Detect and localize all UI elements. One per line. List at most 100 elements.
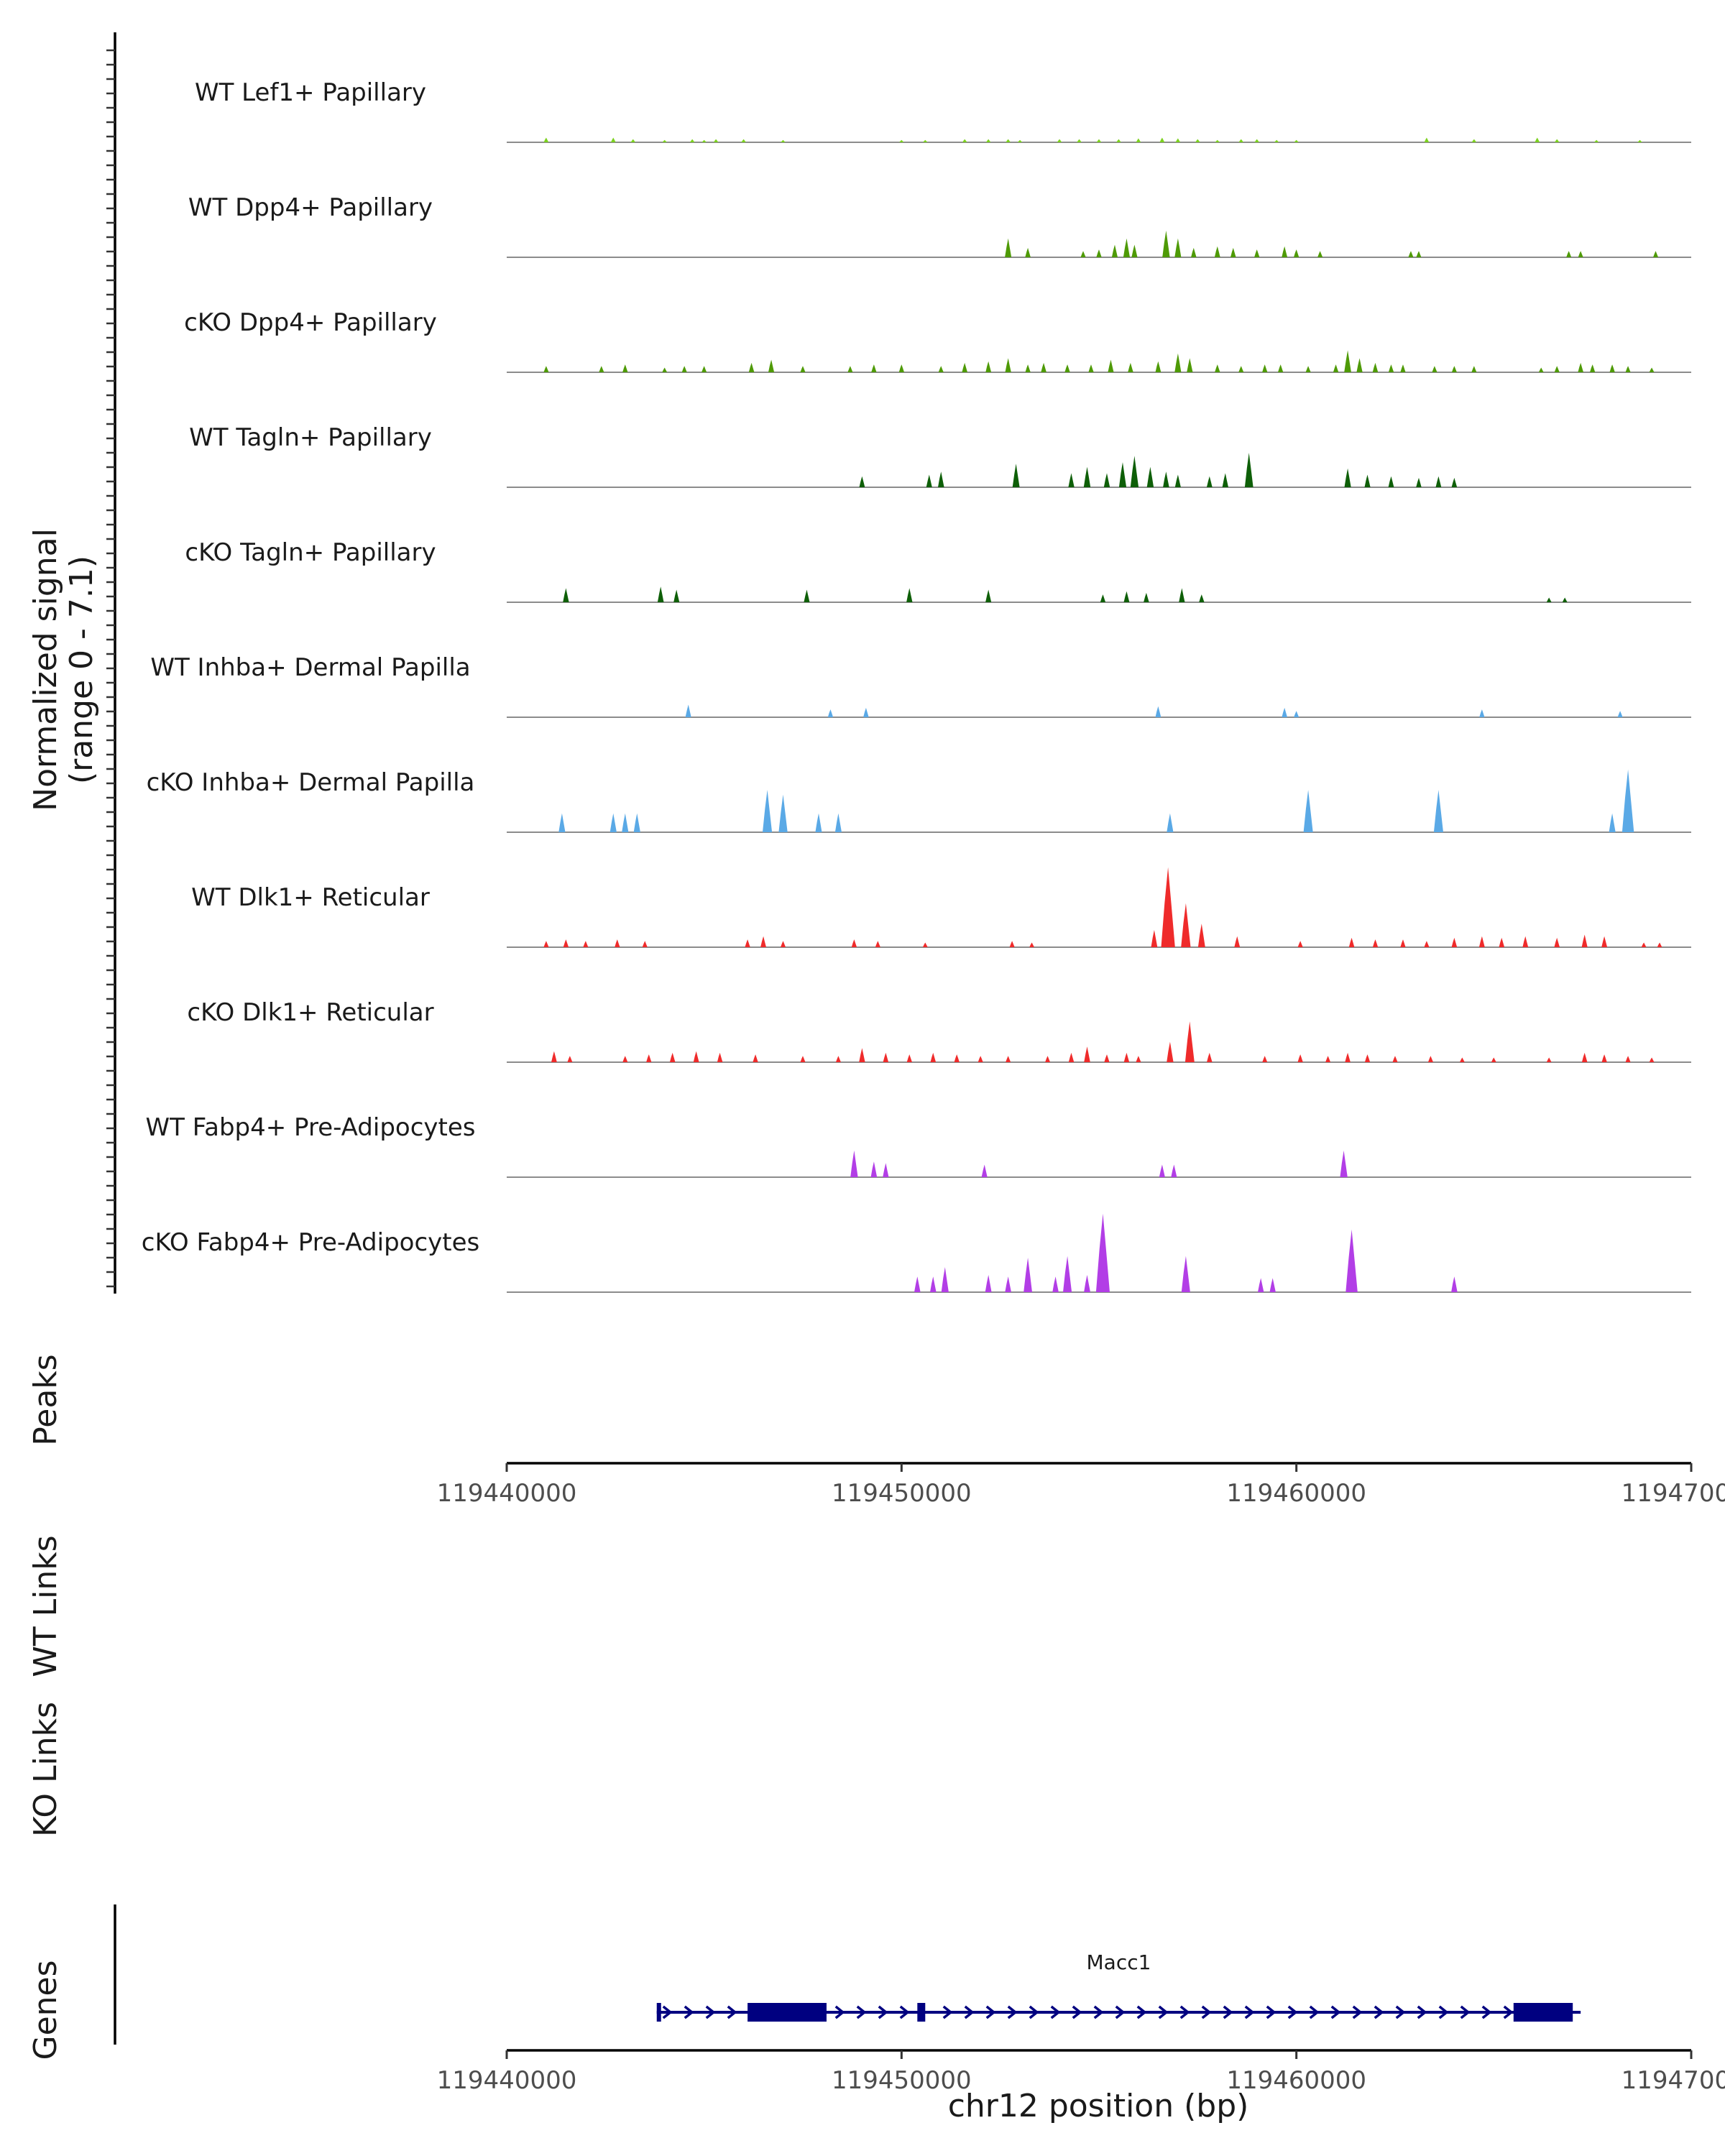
signal-peak bbox=[1499, 937, 1505, 947]
strand-arrow bbox=[878, 2005, 888, 2019]
signal-peak bbox=[1151, 930, 1158, 947]
signal-peak bbox=[962, 362, 967, 372]
signal-peak bbox=[1199, 594, 1205, 602]
signal-peak bbox=[1161, 867, 1175, 947]
signal-peak bbox=[804, 589, 810, 602]
signal-peak bbox=[1084, 1046, 1090, 1062]
signal-peak bbox=[1303, 790, 1313, 832]
strand-arrow bbox=[942, 2005, 953, 2019]
track-6: cKO Inhba+ Dermal Papilla bbox=[147, 768, 1691, 833]
signal-peak bbox=[1609, 813, 1616, 832]
signal-peak bbox=[1305, 366, 1311, 372]
signal-peak bbox=[1340, 1150, 1348, 1177]
track-label: WT Inhba+ Dermal Papilla bbox=[150, 653, 470, 682]
signal-peak bbox=[1063, 1256, 1072, 1292]
signal-peak bbox=[1174, 474, 1181, 487]
signal-peak bbox=[1424, 137, 1430, 142]
signal-peak bbox=[1554, 366, 1560, 372]
strand-arrow bbox=[727, 2005, 737, 2019]
signal-peak bbox=[1084, 1275, 1090, 1292]
signal-peak bbox=[1535, 137, 1540, 142]
gene-exon bbox=[656, 2003, 661, 2022]
signal-peak bbox=[781, 139, 786, 142]
signal-peak bbox=[662, 367, 668, 372]
track-label: cKO Dlk1+ Reticular bbox=[187, 998, 433, 1027]
signal-peak bbox=[1118, 462, 1127, 487]
signal-peak bbox=[1244, 453, 1254, 487]
y-axis-title-main: Normalized signal bbox=[27, 528, 64, 811]
signal-peak bbox=[1029, 942, 1034, 947]
strand-arrow bbox=[1481, 2005, 1492, 2019]
signal-peak bbox=[1005, 238, 1012, 257]
signal-peak bbox=[1163, 471, 1169, 487]
signal-peak bbox=[1460, 1057, 1465, 1062]
signal-peak bbox=[1346, 1229, 1358, 1292]
signal-peak bbox=[1191, 247, 1197, 257]
signal-peak bbox=[1012, 464, 1020, 487]
signal-peak bbox=[1136, 1056, 1141, 1062]
signal-peak bbox=[1197, 923, 1205, 947]
signal-peak bbox=[985, 589, 992, 602]
y-axis-title: Normalized signal (range 0 - 7.1) bbox=[27, 528, 100, 811]
signal-peak bbox=[1068, 473, 1075, 487]
signal-peak bbox=[543, 366, 549, 372]
signal-peak bbox=[1416, 477, 1422, 487]
signal-peak bbox=[1554, 937, 1560, 947]
signal-peak bbox=[1657, 942, 1662, 947]
signal-peak bbox=[1095, 1213, 1110, 1292]
signal-peak bbox=[1325, 1056, 1331, 1062]
signal-peak bbox=[1088, 364, 1094, 372]
signal-peak bbox=[1116, 139, 1121, 142]
signal-peak bbox=[1181, 903, 1191, 947]
signal-peak bbox=[1601, 936, 1608, 947]
signal-peak bbox=[930, 1276, 937, 1292]
signal-peak bbox=[1057, 139, 1062, 142]
signal-peak bbox=[1578, 251, 1583, 257]
signal-peak bbox=[702, 139, 707, 142]
signal-peak bbox=[1432, 366, 1438, 372]
signal-peak bbox=[1451, 1276, 1458, 1292]
strand-arrow bbox=[1330, 2005, 1341, 2019]
signal-peak bbox=[599, 366, 604, 372]
strand-arrow bbox=[1029, 2005, 1039, 2019]
signal-peak bbox=[702, 366, 707, 372]
signal-peak bbox=[1068, 1052, 1075, 1062]
gene-exon bbox=[1513, 2003, 1573, 2022]
signal-peak bbox=[1064, 364, 1070, 372]
signal-peak bbox=[978, 1056, 983, 1062]
gene-models: Macc1 bbox=[656, 1950, 1581, 2022]
signal-peak bbox=[1625, 1056, 1631, 1062]
signal-peak bbox=[615, 939, 620, 947]
x-tick-label: 119440000 bbox=[437, 1479, 577, 1508]
signal-peak bbox=[662, 139, 667, 142]
signal-peak bbox=[1146, 466, 1154, 487]
signal-peak bbox=[1100, 594, 1106, 602]
signal-peak bbox=[926, 474, 932, 487]
signal-peak bbox=[1546, 1057, 1552, 1062]
signal-peak bbox=[563, 939, 569, 947]
signal-peak bbox=[1234, 936, 1241, 947]
signal-peak bbox=[745, 939, 750, 947]
strand-arrow bbox=[899, 2005, 910, 2019]
track-label: cKO Fabp4+ Pre-Adipocytes bbox=[142, 1228, 480, 1257]
signal-peak bbox=[815, 813, 822, 832]
signal-peak bbox=[748, 362, 755, 372]
signal-peak bbox=[1388, 364, 1394, 372]
strand-arrow bbox=[1438, 2005, 1449, 2019]
signal-peak bbox=[981, 1164, 988, 1177]
signal-peak bbox=[1131, 244, 1138, 257]
signal-peak bbox=[1006, 1056, 1011, 1062]
signal-peak bbox=[1649, 1057, 1655, 1062]
signal-peak bbox=[851, 939, 857, 947]
signal-peak bbox=[1005, 358, 1011, 372]
signal-peak bbox=[778, 794, 788, 832]
signal-peak bbox=[1184, 1021, 1195, 1062]
signal-peak bbox=[1471, 139, 1477, 142]
signal-peak bbox=[543, 941, 549, 947]
track-label: cKO Tagln+ Papillary bbox=[185, 538, 436, 567]
signal-peak bbox=[1344, 350, 1351, 372]
signal-peak bbox=[1052, 1276, 1059, 1292]
signal-peak bbox=[1159, 137, 1165, 142]
signal-peak bbox=[1522, 936, 1529, 947]
